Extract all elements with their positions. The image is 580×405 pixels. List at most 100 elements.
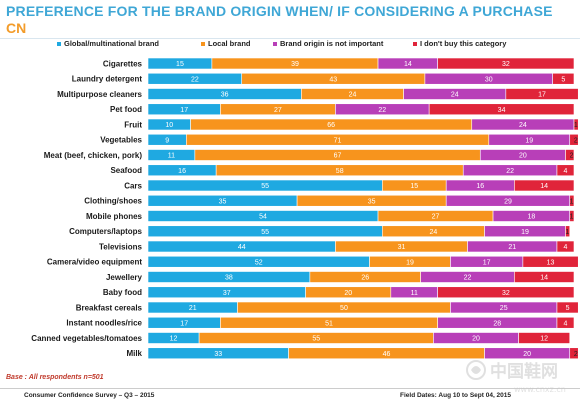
category-label: Cigarettes bbox=[103, 59, 143, 68]
bar-segment bbox=[573, 118, 579, 131]
data-label: 38 bbox=[225, 275, 233, 282]
watermark-logo: 中国鞋网 www.cnxz.cn bbox=[466, 360, 566, 394]
data-label: 55 bbox=[312, 336, 320, 343]
data-label: 11 bbox=[411, 290, 418, 297]
data-label: 51 bbox=[325, 320, 333, 327]
legend-label: Brand origin is not important bbox=[280, 39, 384, 48]
data-label: 55 bbox=[261, 229, 269, 236]
data-label: 66 bbox=[327, 122, 335, 129]
watermark-text: 中国鞋网 bbox=[490, 361, 558, 382]
title-divider bbox=[0, 38, 580, 39]
data-label: 4 bbox=[564, 168, 568, 175]
category-label: Clothing/shoes bbox=[84, 197, 142, 206]
legend-swatch bbox=[413, 42, 417, 46]
data-label: 10 bbox=[165, 122, 173, 129]
watermark-url: www.cnxz.cn bbox=[514, 385, 566, 394]
data-label: 46 bbox=[383, 351, 391, 358]
legend-item: Global/multinational brand bbox=[57, 39, 159, 48]
data-label: 58 bbox=[336, 168, 344, 175]
category-label: Multipurpose cleaners bbox=[57, 90, 142, 99]
bar-segment bbox=[552, 72, 575, 85]
data-label: 14 bbox=[404, 61, 412, 68]
legend-item: Local brand bbox=[201, 39, 251, 48]
data-label: 5 bbox=[561, 76, 565, 83]
data-label: 22 bbox=[378, 107, 386, 114]
data-label: 1 bbox=[570, 214, 574, 221]
category-label: Vegetables bbox=[100, 136, 142, 145]
data-label: 37 bbox=[223, 290, 231, 297]
bar-segment bbox=[428, 103, 575, 116]
data-label: 55 bbox=[261, 183, 269, 190]
legend-item: I don't buy this category bbox=[413, 39, 507, 48]
data-label: 17 bbox=[180, 107, 188, 114]
data-label: 4 bbox=[564, 320, 568, 327]
category-label: Jewellery bbox=[106, 273, 143, 282]
category-label: Camera/video equipment bbox=[47, 258, 142, 267]
category-label: Laundry detergent bbox=[72, 75, 143, 84]
data-label: 71 bbox=[334, 137, 342, 144]
bar-segment bbox=[518, 332, 571, 344]
data-label: 29 bbox=[504, 198, 512, 205]
bar-segment bbox=[556, 164, 575, 177]
data-label: 22 bbox=[191, 76, 199, 83]
data-label: 5 bbox=[566, 305, 570, 312]
data-label: 19 bbox=[525, 137, 533, 144]
data-label: 36 bbox=[221, 92, 229, 99]
data-label: 20 bbox=[519, 153, 527, 160]
chart-title: PREFERENCE FOR THE BRAND ORIGIN WHEN/ IF… bbox=[6, 3, 553, 19]
footer-divider bbox=[0, 388, 580, 389]
data-label: 20 bbox=[523, 351, 531, 358]
category-label: Fruit bbox=[124, 120, 142, 129]
data-label: 28 bbox=[493, 320, 501, 327]
bar-segment bbox=[569, 194, 575, 207]
data-label: 34 bbox=[498, 107, 506, 114]
data-label: 17 bbox=[483, 259, 491, 266]
legend-swatch bbox=[201, 42, 205, 46]
data-label: 52 bbox=[255, 259, 263, 266]
data-label: 43 bbox=[329, 76, 337, 83]
data-label: 24 bbox=[349, 92, 357, 99]
category-label: Baby food bbox=[103, 288, 142, 297]
data-label: 17 bbox=[180, 320, 188, 327]
data-label: 2 bbox=[574, 137, 578, 144]
category-label: Milk bbox=[126, 349, 142, 358]
data-label: 21 bbox=[508, 244, 516, 251]
category-label: Breakfast cereals bbox=[76, 303, 143, 312]
bar-segment bbox=[437, 57, 575, 70]
legend-label: I don't buy this category bbox=[420, 39, 507, 48]
data-label: 14 bbox=[540, 275, 548, 282]
data-label: 12 bbox=[170, 336, 178, 343]
data-label: 19 bbox=[406, 259, 414, 266]
category-label: Computers/laptops bbox=[69, 227, 142, 236]
bar-segment bbox=[437, 286, 575, 299]
data-label: 27 bbox=[274, 107, 282, 114]
category-label: Televisions bbox=[99, 242, 143, 251]
bar-segment bbox=[514, 179, 575, 192]
data-label: 2 bbox=[570, 153, 574, 160]
data-label: 33 bbox=[214, 351, 222, 358]
data-label: 31 bbox=[398, 244, 406, 251]
data-label: 16 bbox=[476, 183, 484, 190]
data-label: 18 bbox=[528, 214, 536, 221]
data-label: 4 bbox=[564, 244, 568, 251]
data-label: 21 bbox=[189, 305, 197, 312]
data-label: 9 bbox=[165, 137, 169, 144]
category-label: Cars bbox=[124, 181, 142, 190]
data-label: 14 bbox=[540, 183, 548, 190]
data-label: 24 bbox=[430, 229, 438, 236]
field-dates: Field Dates: Aug 10 to Sept 04, 2015 bbox=[400, 392, 512, 399]
data-label: 1 bbox=[570, 198, 574, 205]
data-label: 22 bbox=[464, 275, 472, 282]
data-label: 16 bbox=[178, 168, 186, 175]
data-label: 15 bbox=[176, 61, 184, 68]
data-label: 27 bbox=[432, 214, 440, 221]
category-label: Mobile phones bbox=[86, 212, 143, 221]
data-label: 15 bbox=[410, 183, 418, 190]
category-label: Instant noodles/rice bbox=[66, 319, 142, 328]
chart-subtitle: CN bbox=[6, 20, 27, 36]
data-label: 24 bbox=[519, 122, 527, 129]
bar-segment bbox=[556, 301, 579, 314]
base-footnote: Base : All respondents n=501 bbox=[6, 374, 104, 381]
category-label: Pet food bbox=[110, 105, 142, 114]
bar-segment bbox=[522, 255, 579, 268]
